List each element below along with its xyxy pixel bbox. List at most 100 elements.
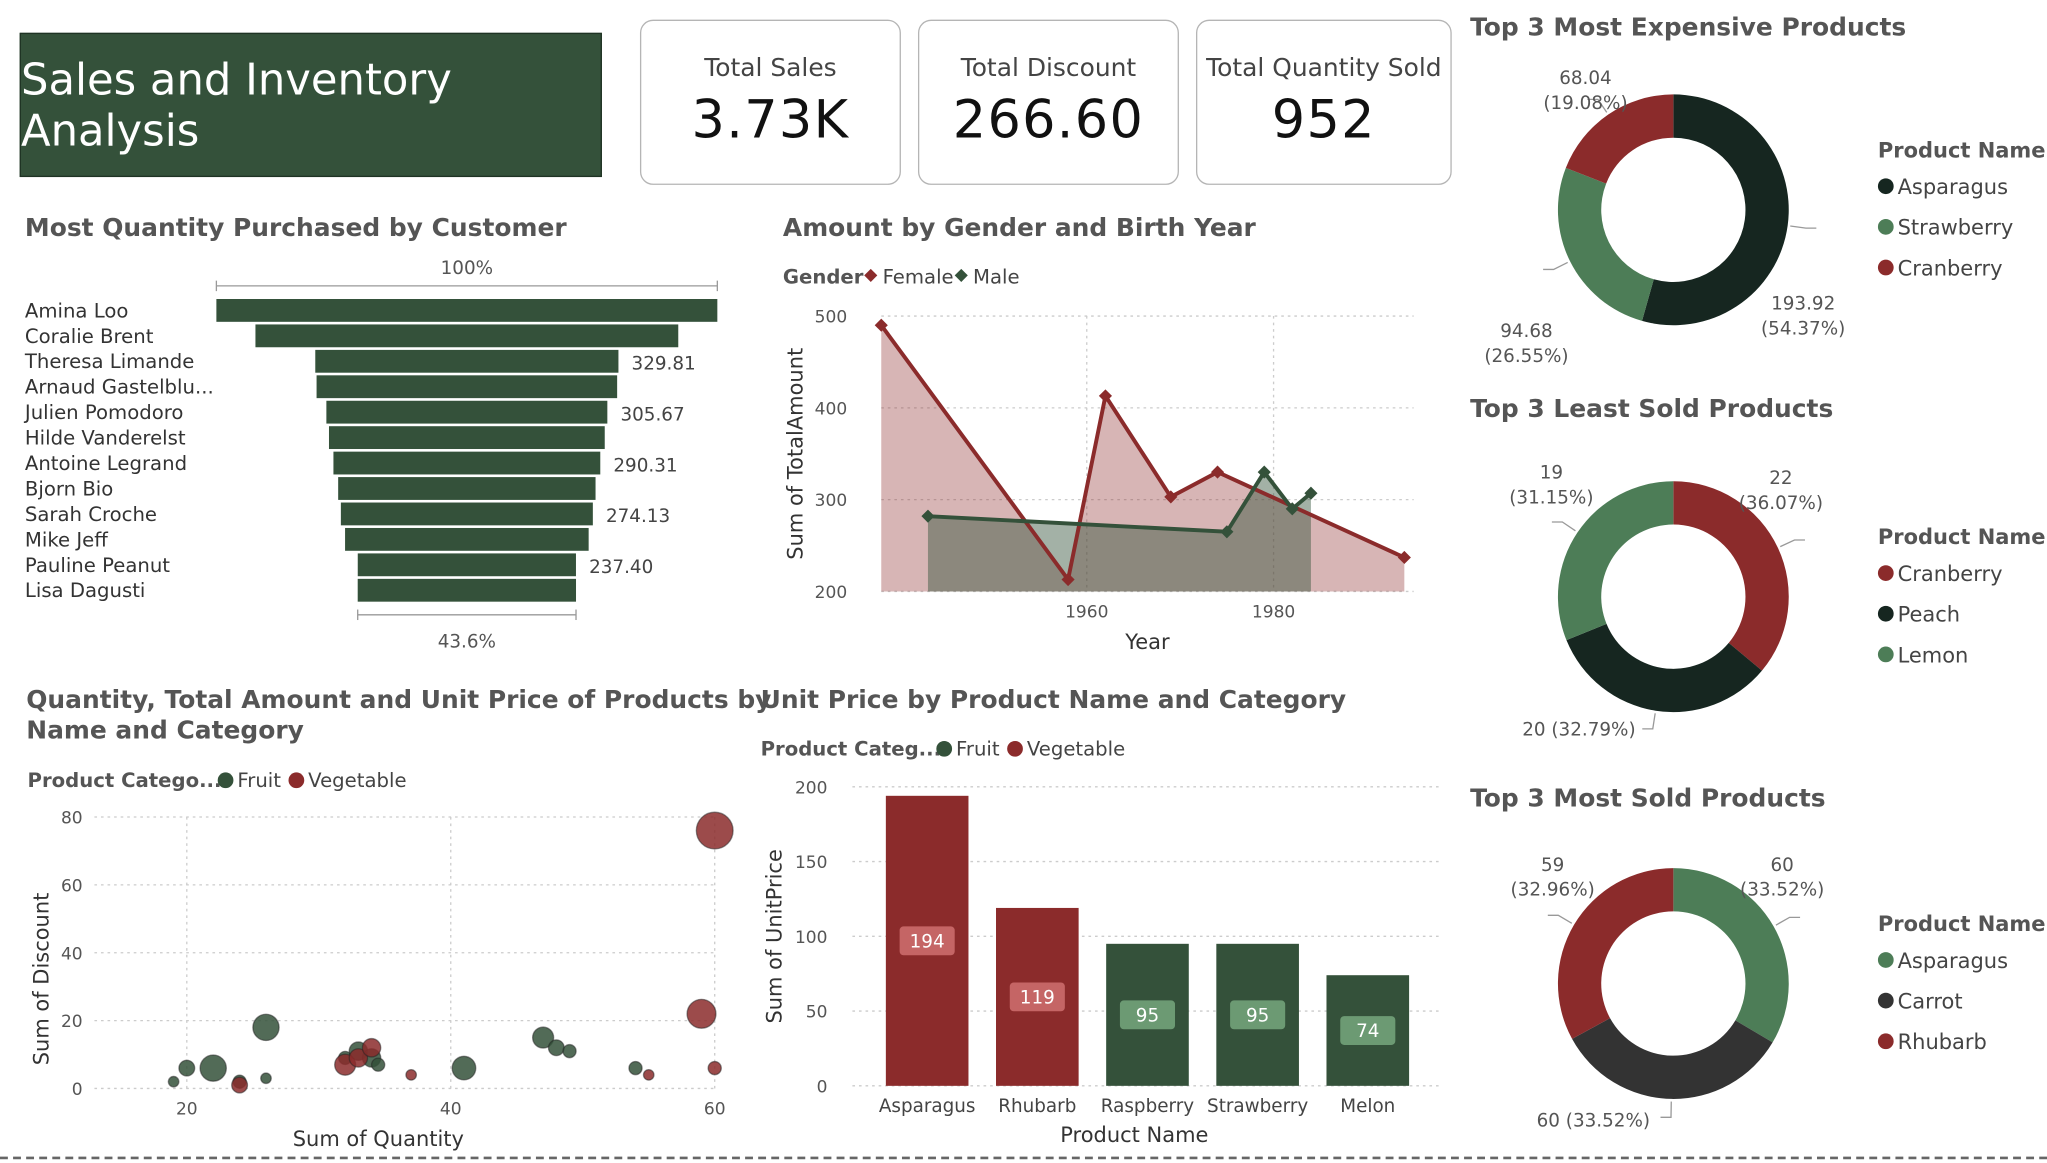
series-point-marker bbox=[1210, 465, 1225, 479]
donut-chart-most-sold[interactable]: 60 (33.52%) 60 (33.52%) 59 (32.96%) Product N… bbox=[1456, 826, 2047, 1147]
gender-chart-title: Amount by Gender and Birth Year bbox=[782, 213, 1256, 243]
donut-slice bbox=[1642, 94, 1789, 326]
scatter-point bbox=[252, 1013, 280, 1042]
gender-year-chart[interactable]: Gender Female Male 200 300 400 500 1960 1980 Year… bbox=[774, 256, 1430, 663]
x-tick-label: 20 bbox=[176, 1100, 198, 1120]
data-label: 74 bbox=[1356, 1021, 1379, 1042]
series-point-marker bbox=[1257, 465, 1271, 479]
scatter-point bbox=[531, 1026, 555, 1049]
x-tick-label: 1980 bbox=[1252, 603, 1295, 623]
data-label-background bbox=[899, 926, 955, 956]
x-category-label: Melon bbox=[1340, 1096, 1395, 1117]
kpi-card-total-discount[interactable]: Total Discount 266.60 bbox=[917, 19, 1179, 185]
funnel-bar bbox=[216, 298, 718, 322]
donut-data-label: 60 (33.52%) bbox=[1537, 1110, 1650, 1131]
kpi-card-total-quantity-sold[interactable]: Total Quantity Sold 952 bbox=[1195, 19, 1452, 185]
unit-price-chart-title: Unit Price by Product Name and Category bbox=[760, 685, 1347, 715]
donut-data-label: (33.52%) bbox=[1740, 880, 1824, 901]
x-tick-label: 40 bbox=[440, 1100, 462, 1120]
kpi-label: Total Quantity Sold bbox=[1206, 53, 1442, 83]
x-tick-label: 1960 bbox=[1065, 603, 1108, 623]
scatter-point bbox=[547, 1039, 565, 1057]
legend-item-label: Rhubarb bbox=[1898, 1030, 1987, 1054]
page-bottom-divider bbox=[0, 1156, 2047, 1160]
funnel-bar bbox=[328, 426, 605, 450]
funnel-data-label: 274.13 bbox=[606, 506, 670, 527]
funnel-category-label: Hilde Vanderelst bbox=[25, 427, 186, 450]
kpi-label: Total Discount bbox=[960, 53, 1137, 83]
donut-slice bbox=[1673, 868, 1789, 1043]
donut-slice bbox=[1566, 623, 1762, 713]
scatter-point bbox=[231, 1076, 249, 1094]
legend-marker bbox=[936, 740, 953, 757]
y-axis-title: Sum of TotalAmount bbox=[784, 348, 808, 560]
legend-title: Product Name bbox=[1878, 525, 2046, 549]
funnel-category-label: Theresa Limande bbox=[24, 350, 194, 373]
legend-item-label: Fruit bbox=[956, 737, 1000, 760]
legend-item-label: Lemon bbox=[1898, 643, 1969, 667]
funnel-category-label: Amina Loo bbox=[25, 299, 128, 322]
series-line bbox=[879, 324, 1406, 585]
scatter-point bbox=[451, 1055, 477, 1081]
funnel-bar bbox=[315, 349, 619, 373]
donut-data-label: (31.15%) bbox=[1509, 488, 1593, 509]
scatter-point bbox=[628, 1060, 643, 1076]
scatter-chart-title-line2: Name and Category bbox=[26, 716, 304, 745]
series-point-marker bbox=[874, 318, 888, 332]
donut-leader-line bbox=[1551, 521, 1576, 532]
donut-data-label: (54.37%) bbox=[1761, 318, 1845, 339]
data-label: 95 bbox=[1136, 1005, 1159, 1026]
funnel-category-label: Mike Jeff bbox=[25, 528, 108, 551]
scatter-point bbox=[167, 1075, 180, 1088]
donut-data-label: 68.04 bbox=[1559, 68, 1612, 89]
donut-chart-most-expensive[interactable]: 193.92 (54.37%) 94.68 (26.55%) 68.04 (19.08%)… bbox=[1456, 52, 2047, 380]
funnel-category-label: Arnaud Gastelblu... bbox=[25, 376, 214, 399]
donut-data-label: 19 bbox=[1540, 463, 1563, 484]
legend-item-label: Fruit bbox=[237, 769, 281, 792]
legend-diamond-marker bbox=[954, 268, 968, 282]
legend-item-label: Vegetable bbox=[1027, 737, 1125, 760]
legend-item-label: Vegetable bbox=[308, 769, 406, 792]
funnel-category-label: Lisa Dagusti bbox=[25, 579, 145, 602]
scatter-point bbox=[370, 1057, 386, 1072]
legend-marker bbox=[217, 772, 234, 789]
scatter-point bbox=[260, 1072, 272, 1085]
scatter-point bbox=[199, 1054, 227, 1082]
scatter-chart-title-line1: Quantity, Total Amount and Unit Price of… bbox=[26, 685, 772, 715]
y-axis-title: Sum of Discount bbox=[30, 893, 54, 1066]
donut-leader-line bbox=[1543, 261, 1568, 271]
y-tick-label: 200 bbox=[815, 583, 848, 603]
donut-leader-line bbox=[1775, 916, 1801, 926]
donut-data-label: 20 (32.79%) bbox=[1522, 720, 1635, 741]
data-label: 194 bbox=[910, 931, 945, 952]
scatter-chart[interactable]: Product Catego... Fruit Vegetable 0 20 40 60 80… bbox=[0, 761, 734, 1154]
kpi-card-total-sales[interactable]: Total Sales 3.73K bbox=[639, 19, 901, 185]
funnel-bar bbox=[357, 578, 577, 602]
series-point-marker bbox=[1285, 502, 1299, 516]
unit-price-bar-chart[interactable]: Product Categ... Fruit Vegetable 0 50 100 150 2… bbox=[747, 728, 1455, 1154]
scatter-point bbox=[707, 1060, 722, 1076]
donut-slice bbox=[1557, 167, 1654, 321]
legend-title: Gender bbox=[783, 265, 864, 288]
funnel-category-label: Sarah Croche bbox=[25, 503, 157, 526]
donut-data-label: (36.07%) bbox=[1739, 493, 1823, 514]
funnel-category-label: Antoine Legrand bbox=[25, 452, 187, 475]
legend-diamond-marker bbox=[864, 268, 878, 282]
y-tick-label: 300 bbox=[815, 491, 848, 511]
scatter-point bbox=[361, 1037, 382, 1058]
donut-data-label: (19.08%) bbox=[1543, 93, 1627, 114]
legend-item-label: Cranberry bbox=[1898, 562, 2003, 586]
y-tick-label: 500 bbox=[815, 308, 848, 328]
y-tick-label: 100 bbox=[795, 928, 828, 948]
scatter-point bbox=[686, 998, 717, 1029]
series-point-marker bbox=[1220, 525, 1234, 539]
legend-item-label: Asparagus bbox=[1898, 175, 2008, 199]
donut-expensive-title: Top 3 Most Expensive Products bbox=[1470, 13, 1907, 42]
donut-chart-least-sold[interactable]: 22 (36.07%) 20 (32.79%) 19 (31.15%) Product N… bbox=[1456, 439, 2047, 754]
donut-most-title: Top 3 Most Sold Products bbox=[1470, 784, 1826, 814]
legend-item-label: Female bbox=[883, 265, 954, 288]
report-title: Sales and Inventory Analysis bbox=[20, 53, 452, 157]
data-label-background bbox=[1230, 1000, 1286, 1030]
y-tick-label: 20 bbox=[61, 1012, 83, 1032]
